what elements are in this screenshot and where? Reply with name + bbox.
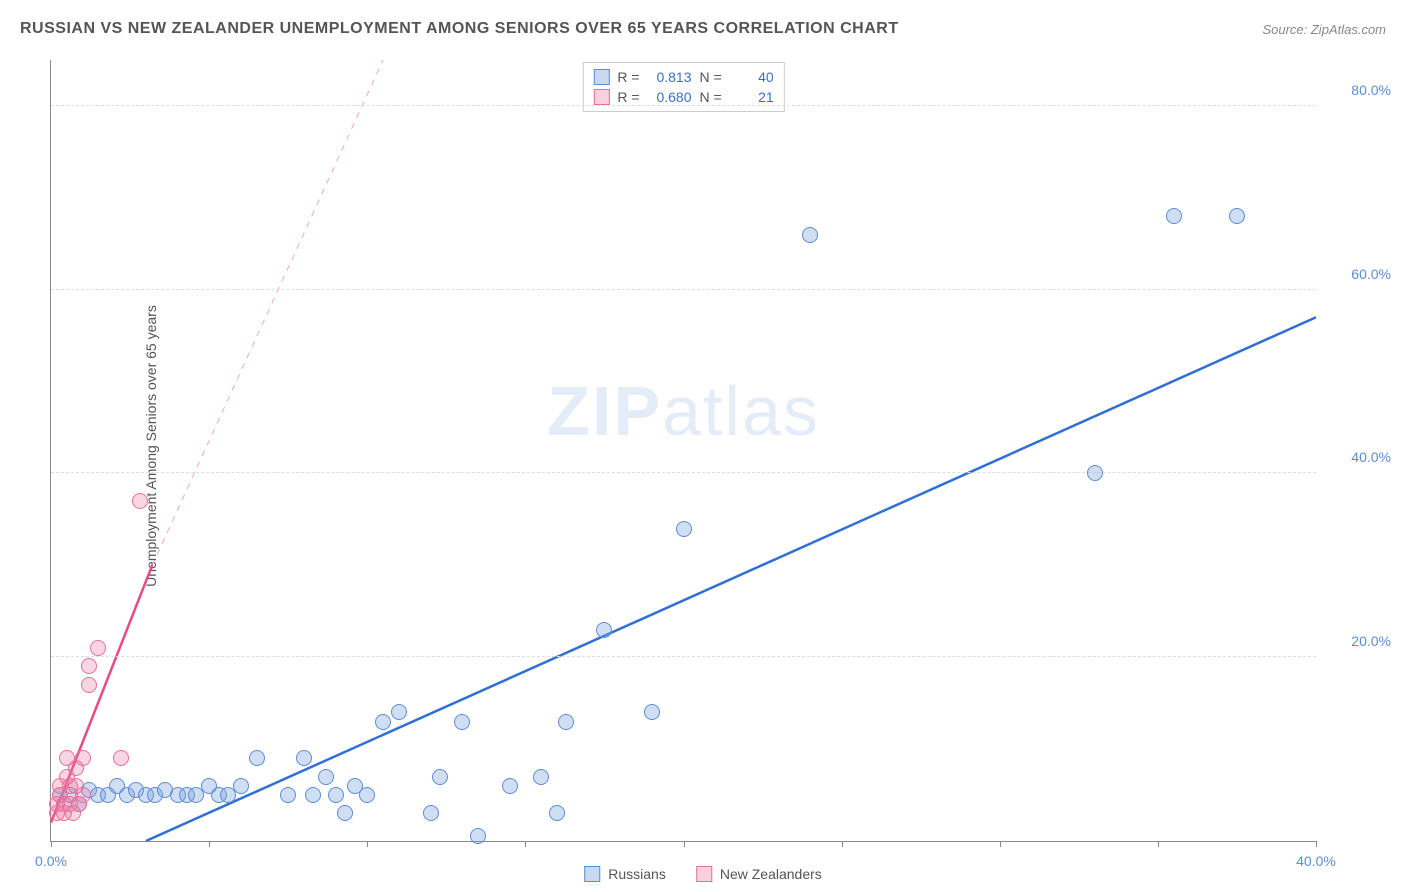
- legend-swatch: [593, 89, 609, 105]
- y-tick-label: 20.0%: [1351, 633, 1391, 649]
- data-point: [549, 805, 565, 821]
- legend-swatch: [593, 69, 609, 85]
- watermark: ZIPatlas: [547, 371, 820, 451]
- source-label: Source: ZipAtlas.com: [1262, 22, 1386, 37]
- data-point: [1166, 208, 1182, 224]
- legend-item: New Zealanders: [696, 866, 822, 882]
- stat-label-n: N =: [700, 69, 722, 85]
- x-tick: [1316, 841, 1317, 847]
- data-point: [1229, 208, 1245, 224]
- stat-value-r: 0.680: [648, 89, 692, 105]
- gridline: [51, 105, 1316, 106]
- data-point: [280, 787, 296, 803]
- legend-swatch: [696, 866, 712, 882]
- data-point: [596, 622, 612, 638]
- data-point: [132, 493, 148, 509]
- x-tick-label: 0.0%: [35, 853, 67, 869]
- data-point: [75, 750, 91, 766]
- y-tick-label: 40.0%: [1351, 449, 1391, 465]
- x-tick: [1158, 841, 1159, 847]
- data-point: [75, 787, 91, 803]
- data-point: [359, 787, 375, 803]
- x-tick: [842, 841, 843, 847]
- data-point: [113, 750, 129, 766]
- chart-title: RUSSIAN VS NEW ZEALANDER UNEMPLOYMENT AM…: [20, 20, 899, 38]
- legend-label: New Zealanders: [720, 866, 822, 882]
- data-point: [454, 714, 470, 730]
- x-tick: [209, 841, 210, 847]
- data-point: [81, 677, 97, 693]
- y-tick-label: 80.0%: [1351, 82, 1391, 98]
- gridline: [51, 472, 1316, 473]
- data-point: [558, 714, 574, 730]
- stat-label-r: R =: [617, 69, 639, 85]
- data-point: [502, 778, 518, 794]
- data-point: [305, 787, 321, 803]
- data-point: [81, 658, 97, 674]
- data-point: [533, 769, 549, 785]
- data-point: [432, 769, 448, 785]
- data-point: [676, 521, 692, 537]
- data-point: [1087, 465, 1103, 481]
- gridline: [51, 289, 1316, 290]
- data-point: [328, 787, 344, 803]
- stat-label-r: R =: [617, 89, 639, 105]
- legend-swatch: [584, 866, 600, 882]
- x-tick-label: 40.0%: [1296, 853, 1336, 869]
- data-point: [90, 640, 106, 656]
- legend-label: Russians: [608, 866, 666, 882]
- data-point: [337, 805, 353, 821]
- series-legend: Russians New Zealanders: [584, 866, 822, 882]
- x-tick: [684, 841, 685, 847]
- data-point: [318, 769, 334, 785]
- data-point: [233, 778, 249, 794]
- x-tick: [51, 841, 52, 847]
- stat-label-n: N =: [700, 89, 722, 105]
- x-tick: [525, 841, 526, 847]
- data-point: [802, 227, 818, 243]
- gridline: [51, 656, 1316, 657]
- stat-value-n: 21: [730, 89, 774, 105]
- x-tick: [1000, 841, 1001, 847]
- data-point: [423, 805, 439, 821]
- data-point: [249, 750, 265, 766]
- data-point: [470, 828, 486, 844]
- trend-lines: [51, 60, 1316, 841]
- y-tick-label: 60.0%: [1351, 266, 1391, 282]
- legend-item: Russians: [584, 866, 666, 882]
- stat-value-n: 40: [730, 69, 774, 85]
- stat-value-r: 0.813: [648, 69, 692, 85]
- data-point: [644, 704, 660, 720]
- data-point: [296, 750, 312, 766]
- data-point: [375, 714, 391, 730]
- stats-row: R = 0.813 N = 40: [593, 67, 773, 87]
- x-tick: [367, 841, 368, 847]
- chart-plot-area: ZIPatlas R =0.813N =40R =0.680N =21 20.0…: [50, 60, 1316, 842]
- data-point: [391, 704, 407, 720]
